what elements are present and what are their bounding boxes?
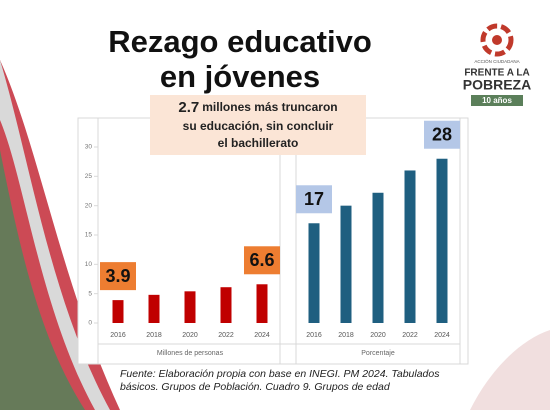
source-line: básicos. Grupos de Población. Cuadro 9. … xyxy=(120,381,391,393)
x-tick-label: 2016 xyxy=(306,332,322,339)
bar xyxy=(308,223,320,323)
y-tick-label: 5 xyxy=(88,290,92,297)
logo-icon-center xyxy=(492,35,502,45)
y-tick-label: 20 xyxy=(85,202,93,209)
bar xyxy=(256,284,268,323)
value-label-box xyxy=(100,262,136,291)
y-tick-label: 25 xyxy=(85,173,93,180)
x-tick-label: 2022 xyxy=(402,332,418,339)
callout-text: millones más truncaron xyxy=(202,100,337,114)
logo-text: ACCIÓN CIUDADANA xyxy=(474,58,519,64)
value-label: 17 xyxy=(304,189,324,209)
value-label: 6.6 xyxy=(249,250,274,270)
title-line: en jóvenes xyxy=(160,59,320,94)
bar xyxy=(436,158,448,323)
logo-text: POBREZA xyxy=(463,77,531,93)
y-tick-label: 30 xyxy=(85,144,93,151)
swoosh-green xyxy=(0,150,85,410)
bar xyxy=(340,205,352,323)
logo-text: FRENTE A LA xyxy=(464,68,529,79)
y-tick-label: 15 xyxy=(85,232,93,239)
y-tick-label: 10 xyxy=(85,261,93,268)
callout-box xyxy=(150,95,366,155)
source-line: Fuente: Elaboración propia con base en I… xyxy=(120,368,440,380)
callout-line: el bachillerato xyxy=(218,136,299,150)
value-label-box xyxy=(424,120,460,149)
value-label-box xyxy=(244,246,280,275)
corner-swoosh xyxy=(470,330,550,410)
value-label: 3.9 xyxy=(105,266,130,286)
callout-line: su educación, sin concluir xyxy=(183,119,334,133)
bar xyxy=(220,287,232,323)
bar xyxy=(148,294,160,323)
value-label: 28 xyxy=(432,124,452,144)
callout-highlight: 2.7 xyxy=(178,99,199,116)
bar xyxy=(372,192,384,323)
x-tick-label: 2018 xyxy=(146,332,162,339)
x-tick-label: 2022 xyxy=(218,332,234,339)
logo-badge xyxy=(471,95,523,106)
x-tick-label: 2024 xyxy=(254,332,270,339)
y-tick-label: 0 xyxy=(88,320,92,327)
logo-badge-text: 10 años xyxy=(482,96,512,105)
x-axis-label: Porcentaje xyxy=(361,350,395,357)
x-axis-label: Millones de personas xyxy=(157,350,224,357)
bar xyxy=(112,300,124,323)
x-tick-label: 2024 xyxy=(434,332,450,339)
x-tick-label: 2018 xyxy=(338,332,354,339)
x-tick-label: 2020 xyxy=(182,332,198,339)
chart-frame xyxy=(77,117,469,365)
bar xyxy=(404,170,416,323)
logo-icon xyxy=(480,23,514,57)
bar xyxy=(184,291,196,323)
value-label-box xyxy=(296,185,332,214)
logo: ACCIÓN CIUDADANA FRENTE A LA POBREZA 10 … xyxy=(463,23,531,106)
callout-line: 2.7 millones más truncaron xyxy=(178,99,337,116)
x-tick-label: 2016 xyxy=(110,332,126,339)
title-line: Rezago educativo xyxy=(108,24,372,59)
x-tick-label: 2020 xyxy=(370,332,386,339)
callout: 2.7 millones más truncaron su educación, … xyxy=(150,95,366,155)
